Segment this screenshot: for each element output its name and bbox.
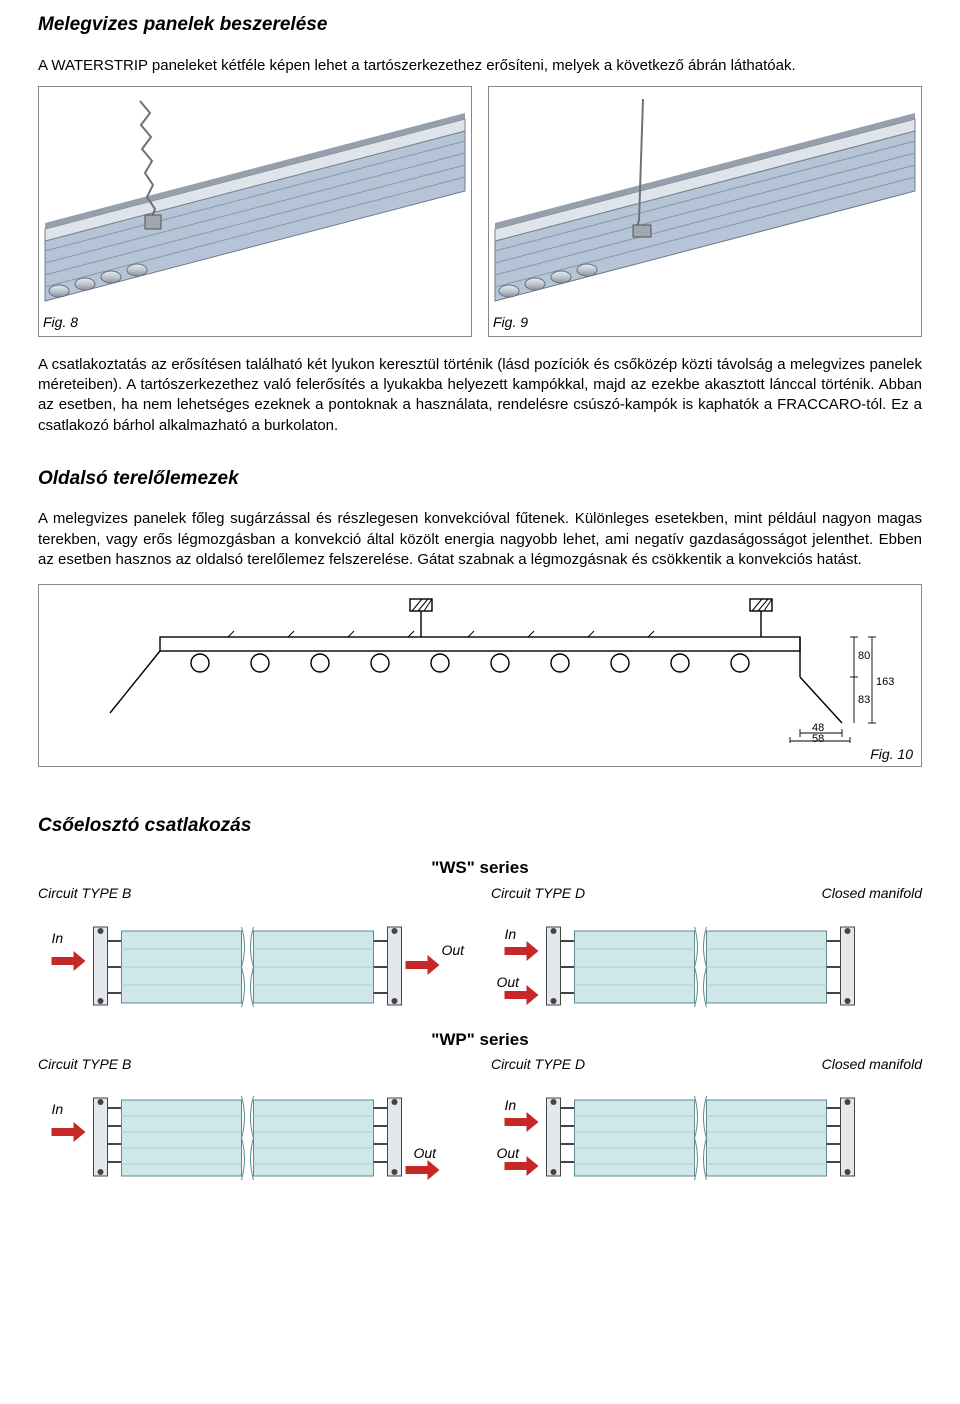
out-label-d: Out — [497, 974, 521, 990]
ws-type-b: Circuit TYPE B In — [38, 884, 469, 1017]
arrow-in-icon — [505, 941, 539, 961]
section-title-manifold: Csőelosztó csatlakozás — [38, 813, 922, 839]
figure-8-svg — [43, 91, 467, 311]
figure-9: Fig. 9 — [488, 86, 922, 337]
wp-closed-label: Closed manifold — [822, 1055, 922, 1074]
figure-10: 80 163 83 48 58 Fig. 10 — [38, 584, 922, 767]
wp-type-b: Circuit TYPE B In — [38, 1055, 469, 1188]
section-title-install: Melegvizes panelek beszerelése — [38, 12, 922, 38]
section-title-deflectors: Oldalsó terelőlemezek — [38, 466, 922, 492]
in-label-d: In — [505, 1097, 517, 1113]
fig8-label: Fig. 8 — [43, 313, 467, 332]
dim-80: 80 — [858, 650, 870, 662]
ws-title: "WS" series — [38, 857, 922, 880]
fig9-label: Fig. 9 — [493, 313, 917, 332]
install-paragraph-2: A csatlakoztatás az erősítésen található… — [38, 355, 922, 436]
intro-paragraph: A WATERSTRIP paneleket kétféle képen leh… — [38, 56, 922, 76]
deflector-paragraph: A melegvizes panelek főleg sugárzással é… — [38, 509, 922, 570]
out-label: Out — [414, 1145, 438, 1161]
wp-type-b-label: Circuit TYPE B — [38, 1055, 469, 1074]
out-label: Out — [442, 942, 466, 958]
ws-type-d-label: Circuit TYPE D — [491, 884, 585, 903]
out-label-d: Out — [497, 1145, 521, 1161]
ws-type-d: Circuit TYPE D Closed manifold In Out — [491, 884, 922, 1017]
arrow-in-icon — [52, 951, 86, 971]
arrow-in-icon — [52, 1122, 86, 1142]
figure-10-svg: 80 163 83 48 58 — [47, 593, 913, 743]
wp-series: "WP" series Circuit TYPE B In — [38, 1029, 922, 1189]
figure-8: Fig. 8 — [38, 86, 472, 337]
ws-closed-label: Closed manifold — [822, 884, 922, 903]
wp-title: "WP" series — [38, 1029, 922, 1052]
wp-type-d-label: Circuit TYPE D — [491, 1055, 585, 1074]
wp-type-d: Circuit TYPE D Closed manifold In Out — [491, 1055, 922, 1188]
figure-row-8-9: Fig. 8 — [38, 86, 922, 337]
dim-83: 83 — [858, 694, 870, 706]
in-label: In — [52, 1101, 64, 1117]
figure-9-svg — [493, 91, 917, 311]
in-label-d: In — [505, 926, 517, 942]
dim-163: 163 — [876, 676, 894, 688]
arrow-out-icon — [406, 1160, 440, 1180]
arrow-out-icon — [406, 955, 440, 975]
ws-type-b-label: Circuit TYPE B — [38, 884, 469, 903]
arrow-in-icon — [505, 1112, 539, 1132]
in-label: In — [52, 930, 64, 946]
fig10-label: Fig. 10 — [47, 745, 913, 764]
dim-58: 58 — [812, 733, 824, 743]
ws-series: "WS" series Circuit TYPE B In — [38, 857, 922, 1017]
